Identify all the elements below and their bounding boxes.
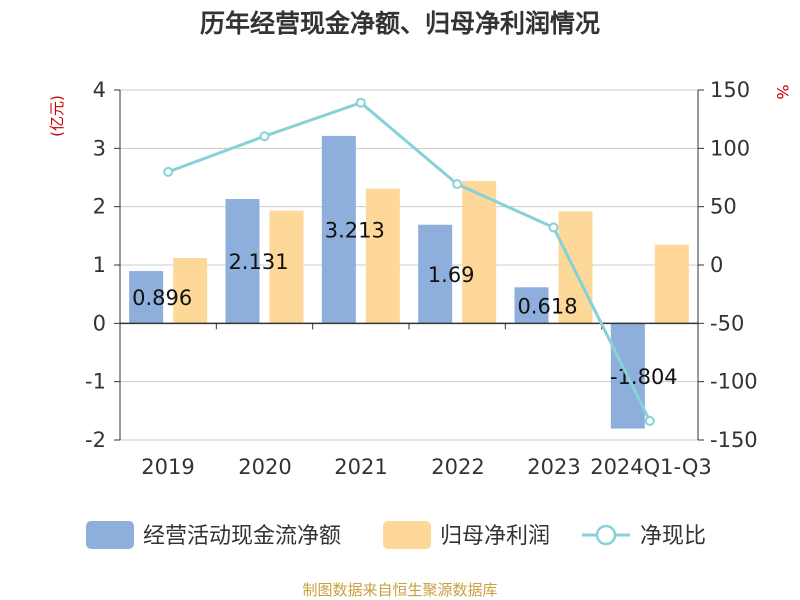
ratio-point bbox=[355, 97, 366, 108]
x-tick-label: 2024Q1-Q3 bbox=[590, 455, 712, 479]
bar-series bbox=[129, 135, 689, 429]
legend-label-net-profit: 归母净利润 bbox=[440, 524, 550, 549]
y-left-tick-label: 2 bbox=[93, 195, 106, 219]
ratio-point bbox=[259, 131, 270, 142]
data-label: 0.896 bbox=[132, 286, 192, 310]
line-series bbox=[163, 97, 655, 426]
data-label: 0.618 bbox=[517, 294, 577, 318]
data-labels: 0.896 2.131 3.213 1.69 0.618 -1.804 bbox=[132, 219, 678, 389]
bar-cashflow bbox=[418, 224, 453, 324]
bar-cashflow bbox=[514, 287, 549, 324]
y-right-tick-label: -150 bbox=[710, 428, 758, 452]
legend-label-ratio: 净现比 bbox=[640, 524, 706, 549]
y-left-axis-title: (亿元) bbox=[48, 95, 66, 137]
ratio-point bbox=[644, 415, 655, 426]
ratio-point bbox=[548, 222, 559, 233]
y-right-tick-label: 150 bbox=[710, 78, 750, 102]
y-right-tick-label: 100 bbox=[710, 136, 750, 160]
bar-cashflow bbox=[321, 135, 356, 324]
y-right-tick-label: -100 bbox=[710, 370, 758, 394]
bar-net-profit bbox=[462, 181, 497, 324]
legend-marker-ratio bbox=[595, 524, 617, 546]
y-right-tick-label: 50 bbox=[710, 195, 737, 219]
bar-net-profit bbox=[558, 211, 593, 324]
data-label: -1.804 bbox=[610, 365, 678, 389]
legend-swatch-net-profit bbox=[383, 521, 431, 549]
bar-cashflow bbox=[225, 199, 260, 324]
x-tick-label: 2021 bbox=[334, 455, 387, 479]
y-right-tick-label: -50 bbox=[710, 311, 744, 335]
y-left-tick-label: 1 bbox=[93, 253, 106, 277]
legend: 经营活动现金流净额 归母净利润 净现比 bbox=[86, 521, 706, 549]
x-tick-label: 2022 bbox=[431, 455, 484, 479]
legend-swatch-cashflow bbox=[86, 521, 134, 549]
bar-net-profit bbox=[173, 258, 208, 324]
ratio-point bbox=[452, 179, 463, 190]
data-label: 3.213 bbox=[325, 219, 385, 243]
data-label: 1.69 bbox=[428, 263, 475, 287]
bar-net-profit bbox=[269, 210, 304, 324]
y-left-tick-label: 3 bbox=[93, 136, 106, 160]
ratio-line bbox=[167, 101, 652, 422]
axes: -2 -1 0 1 2 3 4 -150 -100 -50 0 50 100 150 2019 2020 202… bbox=[85, 78, 758, 479]
chart-title: 历年经营现金净额、归母净利润情况 bbox=[200, 9, 600, 38]
source-note: 制图数据来自恒生聚源数据库 bbox=[302, 581, 497, 599]
y-right-tick-label: 0 bbox=[710, 253, 723, 277]
bar-net-profit bbox=[365, 188, 400, 324]
x-tick-label: 2019 bbox=[141, 455, 194, 479]
bar-cashflow bbox=[129, 271, 164, 324]
y-right-axis-title: % bbox=[773, 84, 792, 99]
ratio-point bbox=[163, 166, 174, 177]
data-label: 2.131 bbox=[228, 250, 288, 274]
y-left-tick-label: -1 bbox=[85, 370, 106, 394]
bar-net-profit bbox=[654, 244, 689, 324]
legend-label-cashflow: 经营活动现金流净额 bbox=[143, 524, 341, 549]
y-left-tick-label: 0 bbox=[93, 311, 106, 335]
x-tick-label: 2023 bbox=[527, 455, 580, 479]
x-tick-label: 2020 bbox=[238, 455, 291, 479]
y-left-tick-label: -2 bbox=[85, 428, 106, 452]
y-left-tick-label: 4 bbox=[93, 78, 106, 102]
